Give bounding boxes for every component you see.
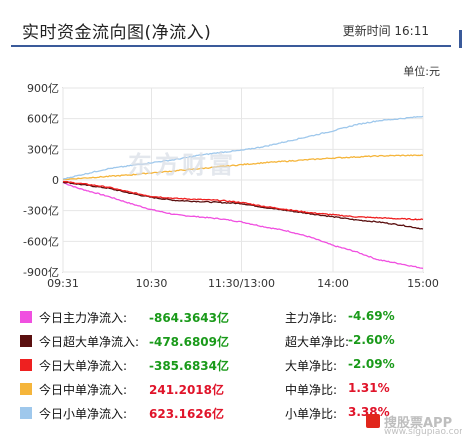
watermark-logo: 东方财富 — [128, 151, 236, 179]
legend-table: 今日主力净流入: -864.3643亿 主力净比: -4.69% 今日超大单净流… — [15, 306, 455, 426]
ratio-value: 1.31% — [348, 381, 390, 395]
y-tick-label: 600亿 — [27, 113, 59, 126]
site-badge-url: www.sigupiao.com — [384, 427, 462, 437]
y-tick-label: -600亿 — [23, 235, 59, 248]
legend-label: 今日小单净流入: — [39, 407, 128, 421]
legend-value: -864.3643亿 — [149, 311, 229, 325]
legend-swatch — [20, 311, 32, 323]
legend-row-large: 今日大单净流入: -385.6834亿 大单净比: -2.09% — [15, 354, 455, 378]
title-underline — [11, 45, 451, 47]
series-line-0 — [62, 181, 424, 269]
legend-label: 今日主力净流入: — [39, 311, 128, 325]
update-time-value: 16:11 — [394, 24, 429, 38]
y-tick-label: 900亿 — [27, 82, 59, 95]
ratio-value: -2.60% — [348, 333, 395, 347]
update-time-label: 更新时间 — [342, 24, 391, 38]
legend-label: 今日大单净流入: — [39, 359, 128, 373]
site-logo-icon — [366, 414, 380, 428]
title-edge-marker — [459, 30, 462, 48]
ratio-label: 小单净比: — [285, 407, 338, 421]
x-tick-label: 10:30 — [136, 277, 168, 290]
x-tick-label: 09:31 — [47, 277, 79, 290]
legend-row-super-large: 今日超大单净流入: -478.6809亿 超大单净比: -2.60% — [15, 330, 455, 354]
series-line-2 — [63, 180, 424, 221]
ratio-value: -4.69% — [348, 309, 395, 323]
ratio-label: 超大单净比: — [285, 335, 350, 349]
series-line-4 — [62, 115, 424, 180]
legend-label: 今日中单净流入: — [39, 383, 128, 397]
x-tick-label: 15:00 — [407, 277, 439, 290]
update-time: 更新时间 16:11 — [343, 22, 429, 39]
x-tick-label: 14:00 — [317, 277, 349, 290]
legend-value: 623.1626亿 — [149, 407, 225, 421]
y-tick-label: -300亿 — [23, 205, 59, 218]
fund-flow-chart: 900亿 600亿 300亿 0 -300亿 -600亿 -900亿 09:31 10:30 1… — [23, 82, 439, 290]
y-tick-label: 300亿 — [27, 143, 59, 156]
y-axis-ticks: 900亿 600亿 300亿 0 -300亿 -600亿 -900亿 — [23, 82, 59, 279]
legend-swatch — [20, 359, 32, 371]
ratio-value: -2.09% — [348, 357, 395, 371]
legend-value: -478.6809亿 — [149, 335, 229, 349]
legend-row-medium: 今日中单净流入: 241.2018亿 中单净比: 1.31% — [15, 378, 455, 402]
unit-label: 单位:元 — [403, 65, 440, 78]
ratio-label: 主力净比: — [285, 311, 338, 325]
series-line-1 — [62, 181, 424, 230]
ratio-label: 中单净比: — [285, 383, 338, 397]
series-lines — [62, 115, 424, 269]
legend-value: 241.2018亿 — [149, 383, 225, 397]
site-badge-name: 搜股票APP — [384, 416, 453, 431]
legend-value: -385.6834亿 — [149, 359, 229, 373]
legend-swatch — [20, 383, 32, 395]
legend-row-small: 今日小单净流入: 623.1626亿 小单净比: 3.38% — [15, 402, 455, 426]
legend-swatch — [20, 407, 32, 419]
legend-row-main: 今日主力净流入: -864.3643亿 主力净比: -4.69% — [15, 306, 455, 330]
y-tick-label: 0 — [52, 174, 59, 187]
legend-label: 今日超大单净流入: — [39, 335, 140, 349]
ratio-label: 大单净比: — [285, 359, 338, 373]
series-line-3 — [62, 154, 424, 181]
gridlines — [62, 87, 424, 273]
x-axis-ticks: 09:31 10:30 11:30/13:00 14:00 15:00 — [47, 277, 439, 290]
chart-title: 实时资金流向图(净流入) — [22, 23, 212, 43]
x-tick-label: 11:30/13:00 — [208, 277, 275, 290]
y-tick-label: -900亿 — [23, 266, 59, 279]
legend-swatch — [20, 335, 32, 347]
